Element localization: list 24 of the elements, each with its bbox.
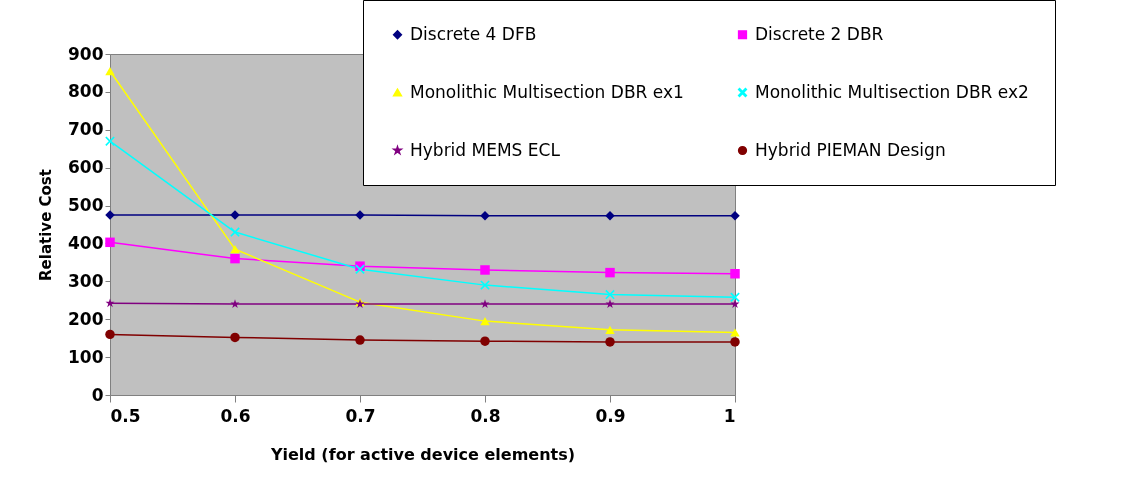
y-tick-label: 100 <box>68 346 104 367</box>
x-tick-label: 0.5 <box>110 405 141 426</box>
legend-label: Monolithic Multisection DBR ex2 <box>755 81 1029 102</box>
x-tick-label: 0.8 <box>470 405 501 426</box>
y-tick-label: 400 <box>68 232 104 253</box>
x-tick-label: 0.9 <box>595 405 626 426</box>
y-tick-label: 300 <box>68 270 104 291</box>
x-tick-label: 0.7 <box>345 405 376 426</box>
x-axis-title: Yield (for active device elements) <box>269 444 576 464</box>
x-tick-label: 1 <box>723 405 736 426</box>
y-tick-label: 800 <box>68 81 104 102</box>
y-tick-label: 900 <box>68 43 104 64</box>
y-tick-label: 500 <box>68 195 104 216</box>
y-axis-title: Relative Cost <box>37 169 56 281</box>
y-tick-label: 200 <box>68 308 104 329</box>
x-tick-label: 0.6 <box>220 405 251 426</box>
legend-label: Discrete 2 DBR <box>755 23 884 44</box>
y-tick-label: 0 <box>91 384 104 405</box>
legend-label: Hybrid PIEMAN Design <box>755 139 946 160</box>
legend-label: Monolithic Multisection DBR ex1 <box>410 81 684 102</box>
legend-label: Discrete 4 DFB <box>410 23 537 44</box>
y-tick-label: 600 <box>68 157 104 178</box>
y-tick-label: 700 <box>68 119 104 140</box>
legend-label: Hybrid MEMS ECL <box>410 139 561 160</box>
